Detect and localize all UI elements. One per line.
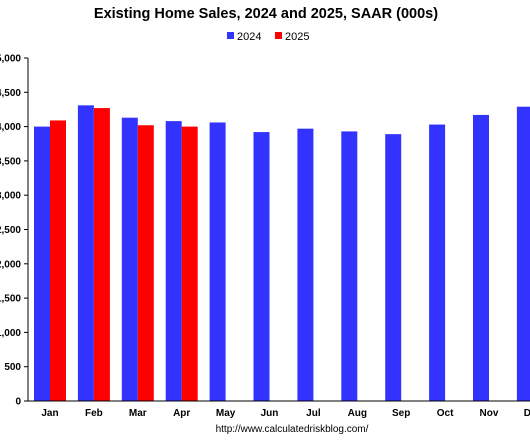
- legend: 2024 2025: [227, 31, 309, 43]
- bar-2024-sep: [385, 134, 402, 401]
- x-tick-label: May: [216, 408, 236, 419]
- bar-2024-dec: [516, 106, 530, 402]
- x-tick-label: Jun: [261, 408, 279, 419]
- bar-2024-apr: [165, 121, 182, 401]
- bar-2024-jan: [34, 126, 50, 401]
- bar-2024-jun: [253, 132, 270, 401]
- bar-2024-aug: [341, 131, 358, 402]
- legend-swatch-2024: [227, 32, 234, 39]
- bar-2025-mar: [137, 125, 154, 401]
- bars: [34, 105, 530, 402]
- x-axis: Jan Feb Mar Apr May Jun Jul Aug Sep Oct Nov Dec: [41, 408, 530, 419]
- y-tick-label: 1,500: [0, 294, 21, 305]
- bar-2024-feb: [77, 105, 94, 402]
- bar-2025-apr: [181, 126, 198, 401]
- y-tick-label: 4,000: [0, 122, 21, 133]
- bar-2024-oct: [429, 124, 446, 402]
- y-tick-label: 2,500: [0, 225, 21, 236]
- chart-title: Existing Home Sales, 2024 and 2025, SAAR…: [94, 6, 438, 22]
- y-tick-label: 500: [4, 362, 21, 373]
- bar-2024-nov: [473, 114, 489, 402]
- y-tick-label: 0: [15, 397, 21, 408]
- x-tick-label: Feb: [85, 408, 103, 419]
- y-tick-label: 3,500: [0, 156, 21, 167]
- legend-label-2024: 2024: [237, 31, 261, 43]
- bar-2025-jan: [50, 120, 66, 402]
- bar-2024-may: [209, 122, 226, 401]
- bar-2024-mar: [121, 117, 138, 401]
- x-tick-label: Nov: [480, 408, 499, 419]
- x-tick-label: Jan: [41, 408, 58, 419]
- y-tick-label: 3,000: [0, 191, 21, 202]
- x-tick-label: Sep: [392, 408, 410, 419]
- x-tick-label: Oct: [437, 408, 454, 419]
- bar-2025-feb: [93, 108, 110, 401]
- y-axis: 0 500 1,000 1,500 2,000 2,500 3,000 3,500 4,000 4…: [0, 54, 28, 408]
- source-url: http://www.calculatedriskblog.com/: [216, 424, 369, 435]
- x-tick-label: Apr: [173, 408, 190, 419]
- bar-2024-jul: [297, 128, 314, 401]
- x-tick-label: Dec: [524, 408, 530, 419]
- x-tick-label: Jul: [306, 408, 321, 419]
- x-tick-label: Mar: [129, 408, 147, 419]
- legend-label-2025: 2025: [285, 31, 309, 43]
- y-tick-label: 4,500: [0, 88, 21, 99]
- y-tick-label: 5,000: [0, 54, 21, 65]
- y-tick-label: 1,000: [0, 328, 21, 339]
- legend-swatch-2025: [275, 32, 282, 39]
- x-tick-label: Aug: [348, 408, 367, 419]
- y-tick-label: 2,000: [0, 259, 21, 270]
